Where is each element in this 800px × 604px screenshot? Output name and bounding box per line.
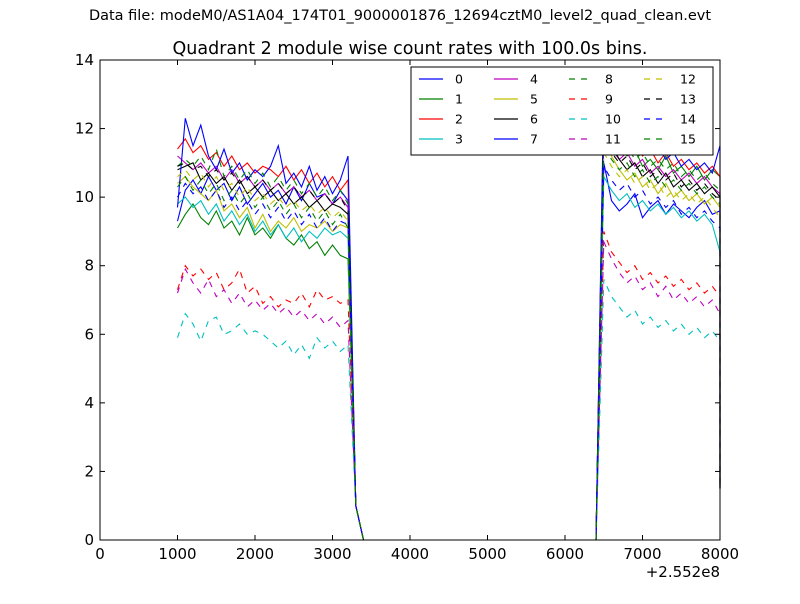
- legend-box: [410, 66, 714, 156]
- series-line-6: [177, 118, 721, 541]
- y-tick-label: 12: [75, 120, 94, 138]
- series-line-12: [177, 150, 721, 541]
- x-tick-label: 5000: [468, 545, 506, 563]
- suptitle: Data file: modeM0/AS1A04_174T01_90000018…: [88, 8, 712, 24]
- legend-label-14: 14: [680, 112, 696, 127]
- y-tick-label: 14: [75, 51, 94, 69]
- legend-label-0: 0: [455, 72, 463, 87]
- legend-label-3: 3: [455, 132, 463, 147]
- series-line-9: [176, 231, 721, 541]
- legend-label-7: 7: [530, 132, 538, 147]
- x-tick-label: 0: [95, 545, 105, 563]
- x-tick-label: 2000: [236, 545, 274, 563]
- y-tick-label: 0: [84, 531, 94, 549]
- legend-label-13: 13: [680, 92, 696, 107]
- series-line-14: [177, 164, 721, 541]
- legend-label-11: 11: [605, 132, 621, 147]
- x-axis: 0 1000 2000 3000 4000 5000 6000 7000 8000: [95, 60, 739, 563]
- chart-title: Quadrant 2 module wise count rates with …: [173, 39, 648, 59]
- series-line-0: [176, 162, 721, 541]
- legend-label-1: 1: [455, 92, 463, 107]
- legend-label-4: 4: [530, 72, 538, 87]
- series-line-10: [176, 279, 721, 541]
- legend-label-9: 9: [605, 92, 613, 107]
- legend-label-5: 5: [530, 92, 538, 107]
- series-line-4: [177, 133, 721, 541]
- legend-label-12: 12: [680, 72, 696, 87]
- x-tick-label: 1000: [158, 545, 196, 563]
- y-tick-label: 2: [84, 462, 94, 480]
- legend-label-8: 8: [605, 72, 613, 87]
- series-line-2: [177, 97, 721, 541]
- legend-label-6: 6: [530, 112, 538, 127]
- x-tick-label: 8000: [701, 545, 739, 563]
- y-tick-label: 4: [84, 394, 94, 412]
- legend-label-10: 10: [605, 112, 621, 127]
- legend-label-15: 15: [680, 132, 696, 147]
- x-tick-label: 3000: [313, 545, 351, 563]
- y-tick-label: 8: [84, 257, 94, 275]
- series-line-11: [176, 241, 721, 541]
- legend-label-2: 2: [455, 112, 463, 127]
- series-line-8: [177, 126, 721, 541]
- x-tick-label: 4000: [391, 545, 429, 563]
- series-line-1: [177, 111, 721, 541]
- series-line-13: [177, 136, 721, 541]
- x-offset-label: +2.552e8: [646, 563, 720, 581]
- y-tick-label: 10: [75, 188, 94, 206]
- x-tick-label: 6000: [546, 545, 584, 563]
- y-tick-label: 6: [84, 325, 94, 343]
- series-line-5: [177, 131, 721, 541]
- x-tick-label: 7000: [623, 545, 661, 563]
